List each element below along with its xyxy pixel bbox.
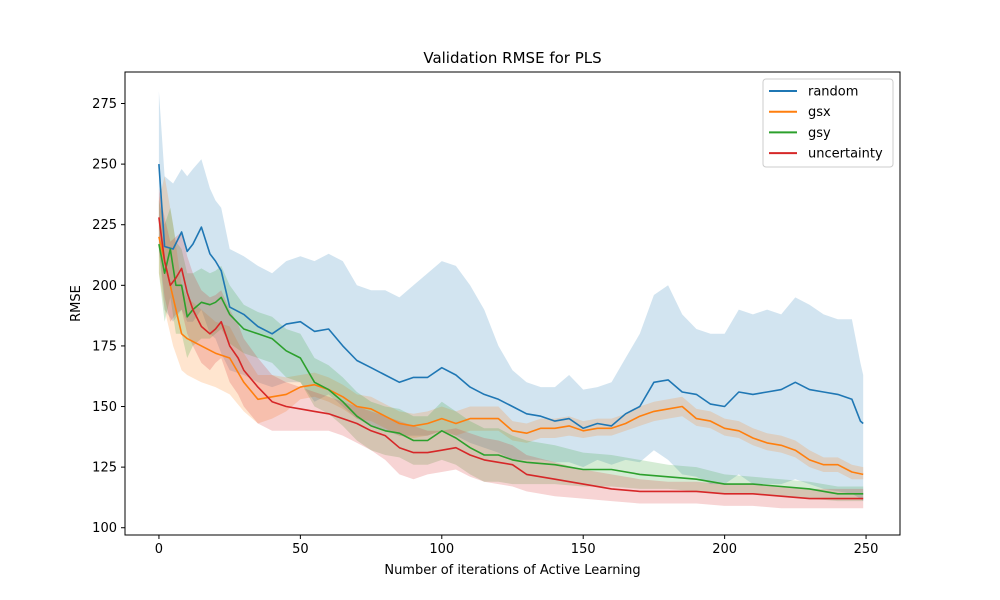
y-tick-label: 250	[92, 158, 117, 173]
x-tick-label: 200	[712, 542, 737, 557]
x-tick-label: 50	[292, 542, 309, 557]
x-tick-label: 250	[854, 542, 879, 557]
y-tick-label: 125	[92, 461, 117, 476]
y-tick-label: 200	[92, 279, 117, 294]
series-line-gsy	[158, 243, 864, 495]
series-line-uncertainty	[158, 217, 864, 500]
band-gsx	[158, 176, 864, 480]
y-tick-label: 175	[92, 339, 117, 354]
y-tick-label: 100	[92, 521, 117, 536]
legend-box	[762, 78, 894, 168]
legend-label-gsx: gsx	[808, 105, 831, 120]
band-gsy	[158, 200, 864, 502]
plot-area-frame	[124, 71, 901, 536]
legend-label-gsy: gsy	[808, 126, 831, 141]
series-line-random	[158, 164, 864, 430]
y-axis: 100 125 150 175 200 225 250 275	[92, 97, 125, 536]
y-tick-label: 150	[92, 400, 117, 415]
chart-title: Validation RMSE for PLS	[423, 49, 601, 67]
x-tick-label: 100	[429, 542, 454, 557]
confidence-bands	[158, 91, 864, 509]
x-tick-label: 150	[571, 542, 596, 557]
series-lines	[158, 164, 864, 500]
y-tick-label: 275	[92, 97, 117, 112]
legend: random gsx gsy uncertainty	[762, 78, 894, 168]
series-line-gsx	[158, 236, 864, 476]
band-random	[158, 91, 864, 502]
band-uncertainty	[158, 188, 864, 509]
x-axis-label: Number of iterations of Active Learning	[384, 563, 640, 578]
x-axis: 0 50 100 150 200 250	[155, 535, 879, 557]
legend-label-random: random	[808, 85, 858, 100]
legend-label-uncertainty: uncertainty	[808, 147, 883, 162]
y-tick-label: 225	[92, 218, 117, 233]
x-tick-label: 0	[155, 542, 163, 557]
y-axis-label: RMSE	[69, 285, 84, 322]
